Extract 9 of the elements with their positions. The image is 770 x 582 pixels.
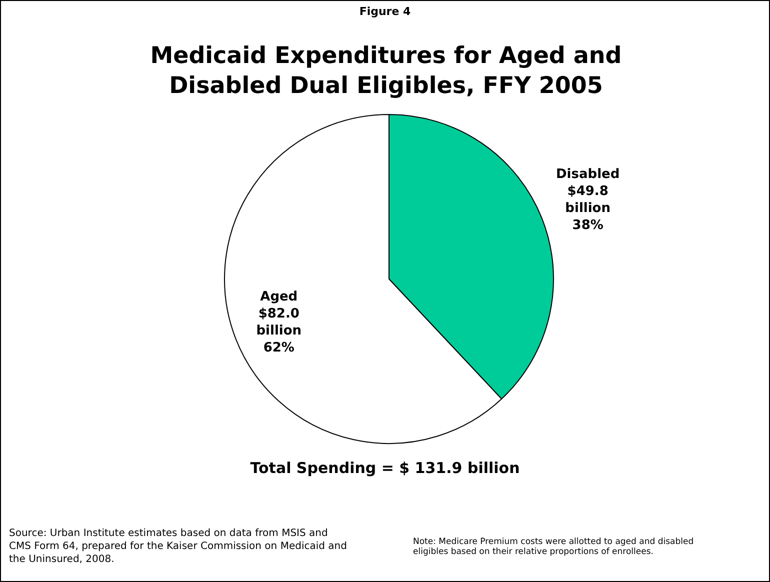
- slice-label: Disabled: [556, 167, 620, 182]
- chart-title: Medicaid Expenditures for Aged and Disabled Dual Eligibles, FFY 2005: [149, 42, 623, 101]
- text: Note: Medicare Premium costs were allotted to aged and disabled eligibles based on their relative proportions of enrollees.: [413, 537, 695, 557]
- data-label: $82.0 billion 62%: [256, 306, 302, 356]
- slice-label: Aged: [260, 289, 298, 304]
- source-note: Source: Urban Institute estimates based on data from MSIS and CMS Form 64, prepared for the Kaiser Commission on Medicaid and the Uninsured, 2008.: [9, 527, 348, 566]
- caption: Figure 4: [358, 5, 412, 18]
- data-label: $49.8 billion 38%: [565, 184, 610, 234]
- text: Total Spending = $ 131.9 billion: [249, 459, 521, 477]
